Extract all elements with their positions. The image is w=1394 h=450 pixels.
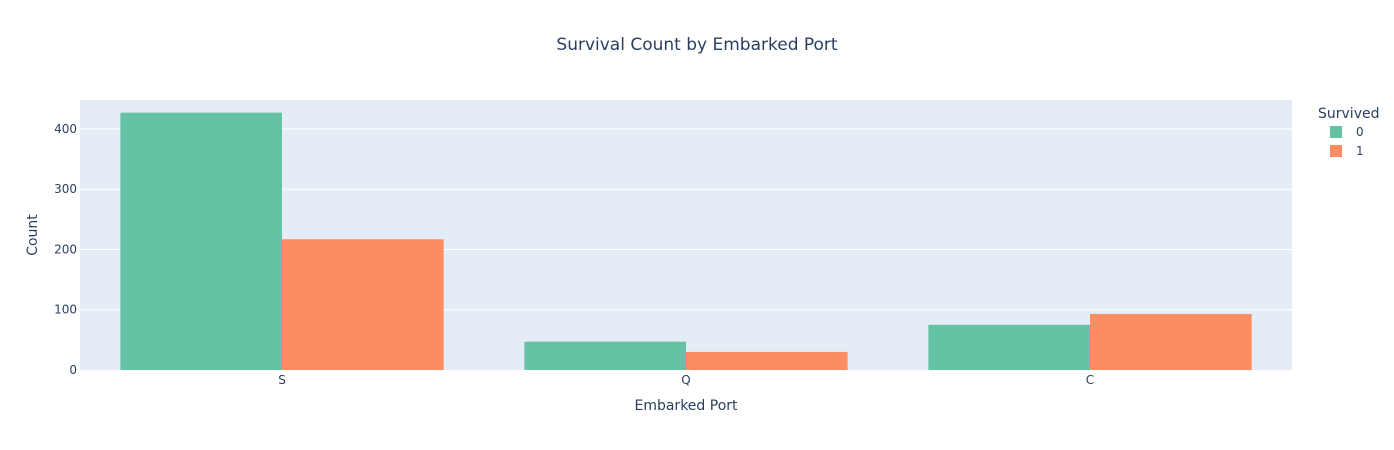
y-tick-label: 300 bbox=[54, 182, 77, 196]
y-tick-label: 100 bbox=[54, 303, 77, 317]
legend-swatch[interactable] bbox=[1330, 126, 1342, 138]
bars bbox=[120, 112, 1252, 370]
legend-swatch[interactable] bbox=[1330, 145, 1342, 157]
bar-Q-survived-0[interactable] bbox=[524, 341, 686, 370]
y-axis-title: Count bbox=[25, 214, 41, 256]
x-tick-label: C bbox=[1086, 373, 1094, 387]
x-tick-label: Q bbox=[681, 373, 690, 387]
legend-label[interactable]: 0 bbox=[1356, 125, 1364, 139]
bar-C-survived-1[interactable] bbox=[1090, 313, 1252, 370]
legend-label[interactable]: 1 bbox=[1356, 144, 1364, 158]
y-tick-label: 200 bbox=[54, 242, 77, 256]
bar-Q-survived-1[interactable] bbox=[686, 351, 848, 370]
bar-S-survived-0[interactable] bbox=[120, 112, 283, 370]
y-tick-label: 0 bbox=[69, 363, 77, 377]
x-axis-title: Embarked Port bbox=[634, 398, 738, 414]
chart-title: Survival Count by Embarked Port bbox=[556, 35, 838, 55]
legend-title: Survived bbox=[1318, 106, 1379, 122]
y-tick-label: 400 bbox=[54, 122, 77, 136]
legend[interactable]: Survived 0 1 bbox=[1318, 106, 1379, 158]
y-axis-ticks: 0 100 200 300 400 bbox=[54, 122, 77, 377]
x-tick-label: S bbox=[278, 373, 286, 387]
bar-S-survived-1[interactable] bbox=[282, 239, 444, 370]
bar-C-survived-0[interactable] bbox=[928, 324, 1090, 370]
